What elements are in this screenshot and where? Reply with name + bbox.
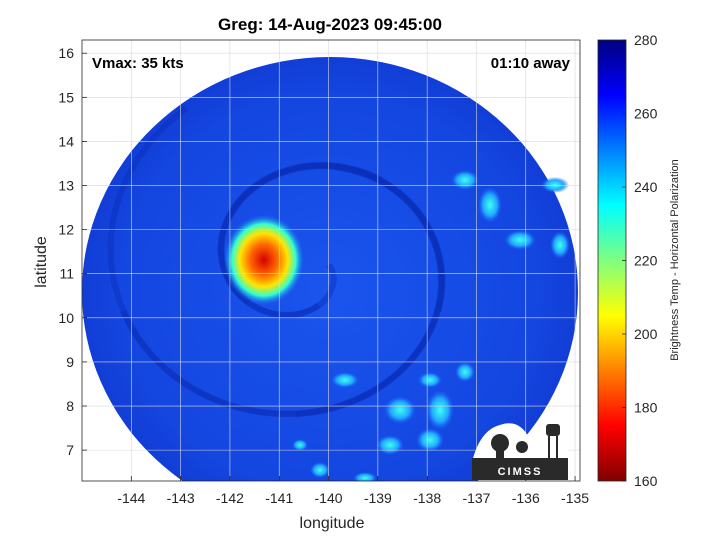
colorbar-tick-label: 160	[634, 473, 658, 489]
convective-cell	[418, 372, 442, 388]
y-tick-label: 9	[66, 354, 74, 370]
x-tick-label: -144	[117, 490, 145, 506]
convective-cell	[353, 472, 377, 481]
y-tick-label: 14	[58, 133, 74, 149]
convective-cell	[331, 372, 359, 388]
x-tick-label: -141	[265, 490, 293, 506]
chart-title: Greg: 14-Aug-2023 09:45:00	[218, 15, 442, 34]
convective-cell	[455, 362, 475, 382]
colorbar-ticks: 160 180 200 220 240 260 280	[622, 32, 658, 489]
colorbar-tick-label: 180	[634, 400, 658, 416]
brightness-image	[82, 57, 578, 481]
spiral-band	[120, 163, 445, 418]
colorbar: 160 180 200 220 240 260 280 Brightness Temp - …	[597, 32, 681, 489]
x-tick-label: -137	[462, 490, 490, 506]
x-tick-label: -135	[561, 490, 589, 506]
convective-cell	[478, 187, 502, 223]
plot-area: -144 -143 -142 -141 -140 -139 -138 -137 -136 -135…	[33, 39, 589, 532]
convective-cell	[541, 177, 569, 193]
x-tick-label: -136	[512, 490, 540, 506]
convective-cell	[504, 230, 536, 250]
x-tick-label: -140	[315, 490, 343, 506]
cimss-logo: CIMSS	[472, 423, 568, 480]
convective-cell	[292, 439, 308, 451]
x-axis-label: longitude	[300, 515, 365, 532]
spiral-band	[218, 162, 446, 318]
convective-cell	[384, 396, 416, 424]
y-tick-label: 12	[58, 222, 74, 238]
x-tick-label: -143	[167, 490, 195, 506]
convective-cell	[426, 390, 454, 430]
y-tick-label: 11	[59, 266, 74, 282]
convective-cell	[376, 435, 404, 455]
x-axis-ticks: -144 -143 -142 -141 -140 -139 -138 -137 -136 -135	[117, 476, 589, 506]
svg-text:CIMSS: CIMSS	[498, 466, 543, 478]
colorbar-gradient	[597, 39, 627, 482]
y-axis-label: latitude	[33, 236, 50, 288]
colorbar-label: Brightness Temp - Horizontal Polarizatio…	[669, 159, 681, 361]
y-axis-ticks: 7 8 9 10 11 12 13 14 15 16	[58, 45, 87, 458]
colorbar-tick-label: 240	[634, 179, 658, 195]
y-tick-label: 10	[58, 310, 74, 326]
vmax-annotation: Vmax: 35 kts	[92, 55, 184, 72]
convective-cell	[416, 428, 444, 452]
satellite-swath	[82, 57, 578, 481]
convective-cell	[310, 462, 330, 478]
grid-lines	[82, 40, 580, 481]
colorbar-tick-label: 200	[634, 326, 658, 342]
storm-core	[223, 214, 304, 305]
y-tick-label: 8	[66, 398, 74, 414]
x-tick-label: -138	[413, 490, 441, 506]
convective-cell	[550, 231, 570, 259]
colorbar-tick-label: 280	[634, 32, 658, 48]
colorbar-tick-label: 220	[634, 253, 658, 269]
x-tick-label: -142	[216, 490, 244, 506]
convective-cell	[451, 170, 479, 190]
y-tick-label: 16	[58, 45, 74, 61]
convective-cells	[292, 170, 570, 481]
y-tick-label: 13	[58, 178, 74, 194]
time-offset-annotation: 01:10 away	[491, 55, 571, 72]
y-tick-label: 15	[58, 89, 74, 105]
plot-frame	[81, 39, 581, 482]
x-tick-label: -139	[364, 490, 392, 506]
y-tick-label: 7	[66, 442, 74, 458]
spiral-band	[218, 162, 446, 418]
colorbar-tick-label: 260	[634, 106, 658, 122]
